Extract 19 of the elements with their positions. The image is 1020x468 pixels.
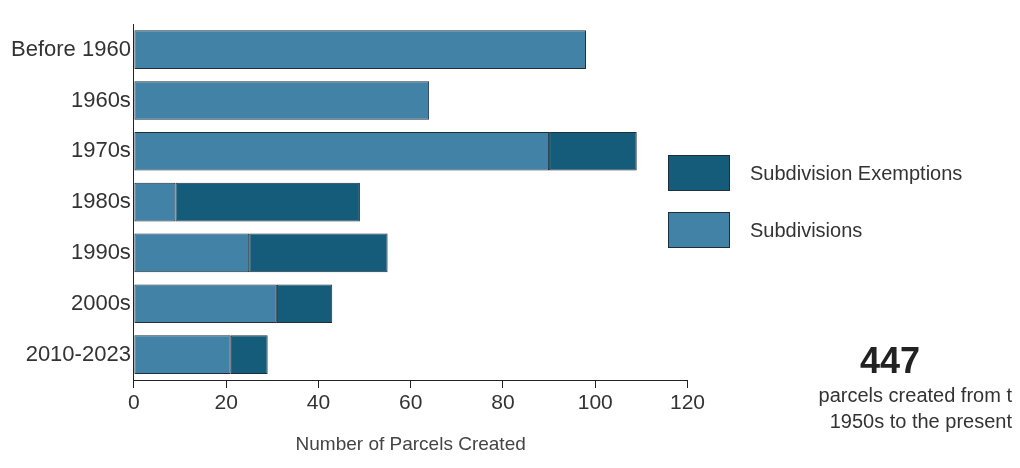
- legend-label: Subdivisions: [750, 218, 863, 242]
- y-tick-label: Before 1960: [11, 35, 131, 61]
- x-tick-label: 0: [128, 390, 140, 414]
- x-tick-label: 40: [306, 390, 331, 414]
- x-tick-label: 60: [399, 390, 423, 414]
- x-tick-label: 120: [669, 390, 705, 414]
- text: parcels created from t 1950s to the present: [817, 383, 1012, 434]
- y-tick-label: 1970s: [70, 137, 131, 163]
- legend-label: Subdivision Exemptions: [750, 161, 963, 185]
- x-tick-label: 80: [491, 390, 515, 414]
- x-tick-label: 100: [577, 390, 613, 414]
- y-tick-label: 2000s: [70, 289, 131, 315]
- y-tick-label: 1990s: [70, 238, 131, 264]
- y-tick-label: 1980s: [70, 188, 131, 214]
- x-tick-label: 20: [214, 390, 238, 414]
- y-tick-label: 1960s: [70, 86, 131, 112]
- x-axis-title: Number of Parcels Created: [295, 432, 526, 454]
- text: 447: [858, 340, 922, 382]
- y-tick-label: 2010-2023: [25, 340, 131, 366]
